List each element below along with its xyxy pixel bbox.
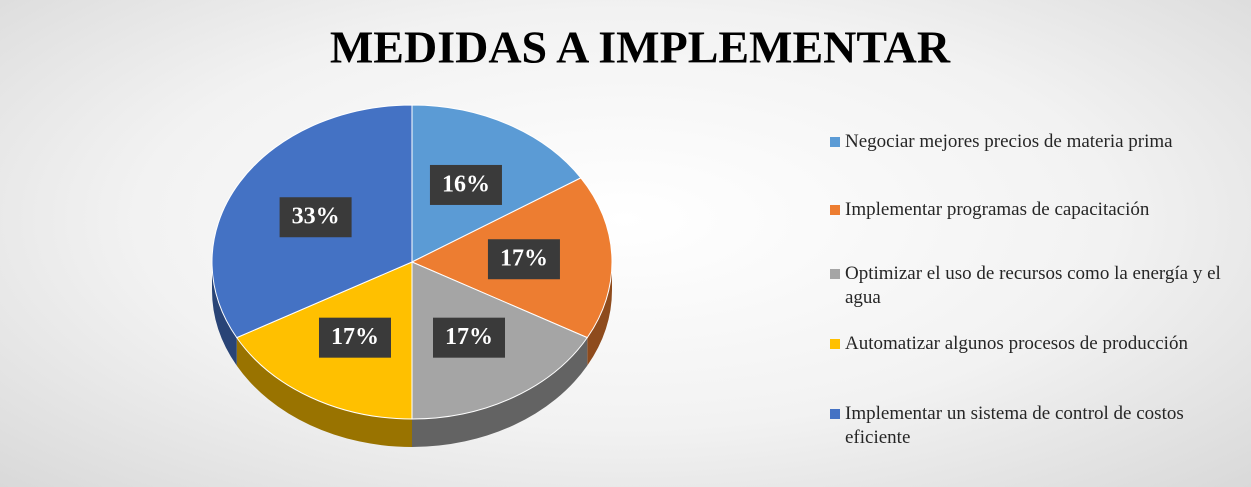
legend-swatch <box>830 269 840 279</box>
data-label: 17% <box>500 246 548 272</box>
legend-swatch <box>830 339 840 349</box>
legend-swatch <box>830 409 840 419</box>
legend-item: Automatizar algunos procesos de producci… <box>830 332 1240 356</box>
legend-item: Negociar mejores precios de materia prim… <box>830 130 1240 154</box>
data-label-box <box>429 164 502 205</box>
legend-item: Implementar un sistema de control de cos… <box>830 402 1240 450</box>
legend-swatch <box>830 205 840 215</box>
legend-label: Implementar programas de capacitación <box>845 199 1150 220</box>
slice-side <box>212 262 237 366</box>
data-label-box <box>318 317 391 358</box>
data-label-box <box>487 239 560 280</box>
slice-side <box>412 337 588 448</box>
legend-label: Negociar mejores precios de materia prim… <box>845 131 1173 152</box>
data-label: 17% <box>445 324 493 350</box>
data-label: 16% <box>442 171 490 197</box>
data-label: 33% <box>292 204 340 230</box>
chart-title: MEDIDAS A IMPLEMENTAR <box>330 22 951 73</box>
slice-side <box>236 337 412 447</box>
slice-side <box>587 262 612 366</box>
legend-label: Implementar un sistema de control de cos… <box>845 403 1184 448</box>
legend-item: Implementar programas de capacitación <box>830 198 1240 222</box>
legend-swatch <box>830 137 840 147</box>
legend-item: Optimizar el uso de recursos como la ene… <box>830 262 1240 310</box>
data-label-box <box>433 317 506 358</box>
data-label: 17% <box>331 324 379 350</box>
legend-label: Optimizar el uso de recursos como la ene… <box>845 263 1221 308</box>
data-label-box <box>279 197 352 238</box>
legend-label: Automatizar algunos procesos de producci… <box>845 333 1188 354</box>
